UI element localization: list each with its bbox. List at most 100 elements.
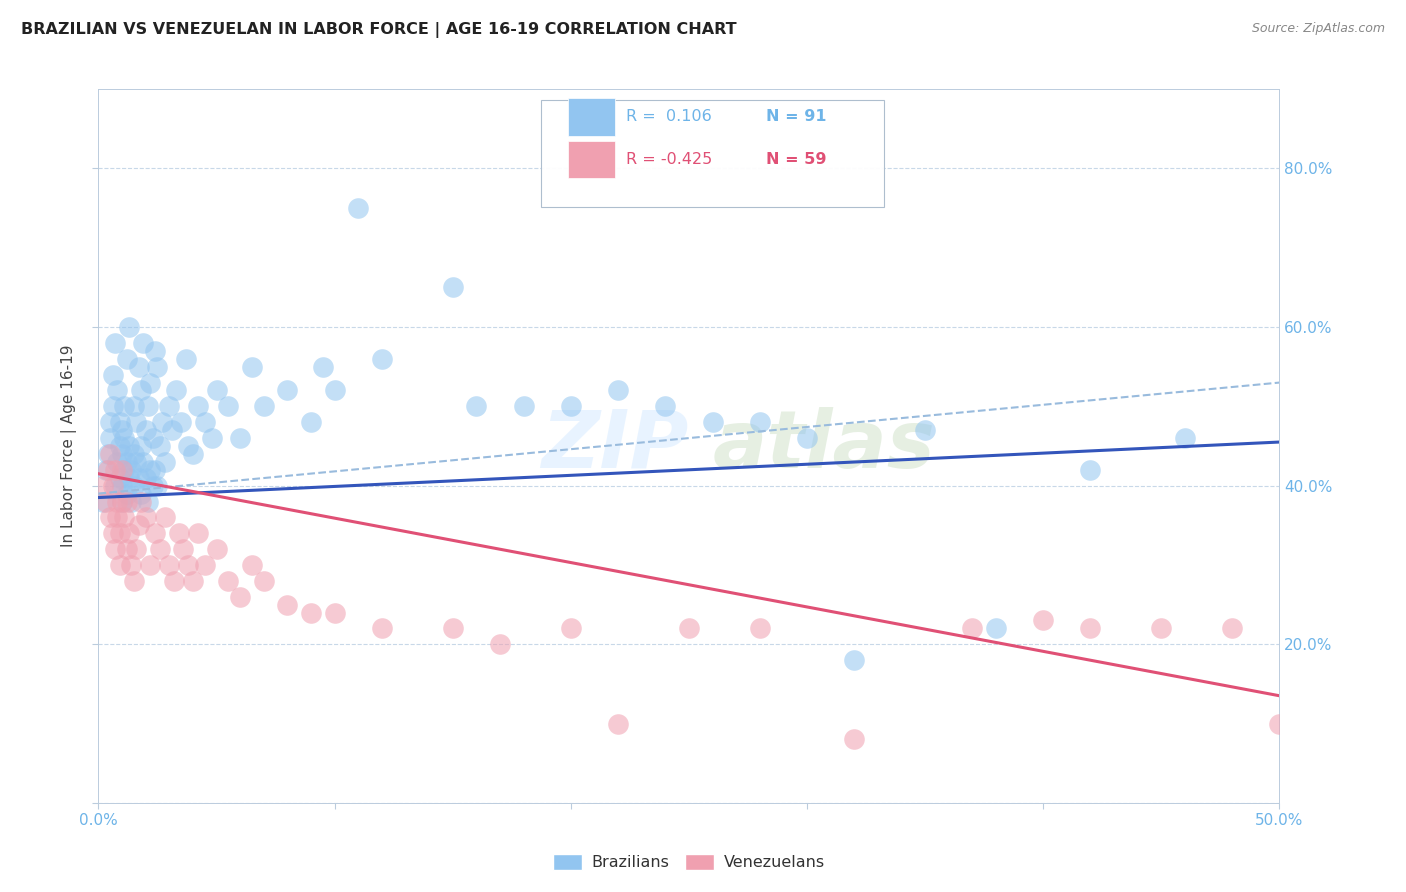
Point xyxy=(299,415,322,429)
Point xyxy=(101,526,124,541)
Point xyxy=(748,415,770,429)
Point xyxy=(844,653,866,667)
Point xyxy=(181,574,204,588)
Point xyxy=(1080,463,1102,477)
Point xyxy=(139,376,162,390)
Point xyxy=(115,494,138,508)
Point xyxy=(91,478,114,492)
Point xyxy=(112,463,135,477)
Point xyxy=(143,343,166,358)
Point xyxy=(112,510,135,524)
Point xyxy=(125,542,148,557)
Point xyxy=(125,415,148,429)
Point xyxy=(205,542,228,557)
Text: R =  0.106: R = 0.106 xyxy=(626,109,711,124)
Point xyxy=(122,400,145,414)
Point xyxy=(105,494,128,508)
Point xyxy=(128,518,150,533)
Point xyxy=(371,621,394,635)
Text: R = -0.425: R = -0.425 xyxy=(626,152,713,167)
Point xyxy=(104,478,127,492)
Point xyxy=(276,384,298,398)
Point xyxy=(512,400,534,414)
Text: N = 59: N = 59 xyxy=(766,152,827,167)
Point xyxy=(136,400,159,414)
Point xyxy=(174,351,197,366)
Text: BRAZILIAN VS VENEZUELAN IN LABOR FORCE | AGE 16-19 CORRELATION CHART: BRAZILIAN VS VENEZUELAN IN LABOR FORCE |… xyxy=(21,22,737,38)
Point xyxy=(194,558,217,572)
Point xyxy=(177,439,200,453)
Point xyxy=(129,486,152,500)
Point xyxy=(143,463,166,477)
Point xyxy=(157,400,180,414)
Point xyxy=(253,574,276,588)
Point xyxy=(229,590,252,604)
Point xyxy=(132,335,155,350)
Point xyxy=(276,598,298,612)
Point xyxy=(194,415,217,429)
Point xyxy=(323,606,346,620)
Point xyxy=(678,621,700,635)
Point xyxy=(122,574,145,588)
Point xyxy=(160,423,183,437)
Point xyxy=(149,542,172,557)
Point xyxy=(105,455,128,469)
Point xyxy=(111,447,134,461)
Point xyxy=(1150,621,1173,635)
Point xyxy=(94,463,117,477)
Point xyxy=(135,471,157,485)
Point xyxy=(560,400,582,414)
Point xyxy=(132,455,155,469)
Point xyxy=(1268,716,1291,731)
Point xyxy=(962,621,984,635)
Point xyxy=(125,455,148,469)
FancyBboxPatch shape xyxy=(568,141,614,178)
Point xyxy=(150,415,173,429)
Y-axis label: In Labor Force | Age 16-19: In Labor Force | Age 16-19 xyxy=(60,344,77,548)
Point xyxy=(98,510,121,524)
FancyBboxPatch shape xyxy=(568,98,614,136)
Point xyxy=(118,439,141,453)
Point xyxy=(139,463,162,477)
Point xyxy=(146,478,169,492)
Point xyxy=(914,423,936,437)
Point xyxy=(129,494,152,508)
Point xyxy=(170,415,193,429)
Point xyxy=(94,494,117,508)
Point xyxy=(104,463,127,477)
Point xyxy=(347,201,370,215)
Point xyxy=(104,542,127,557)
Point xyxy=(115,542,138,557)
Text: N = 91: N = 91 xyxy=(766,109,827,124)
Point xyxy=(101,478,124,492)
Point xyxy=(111,494,134,508)
Point xyxy=(108,439,131,453)
Point xyxy=(142,478,165,492)
Point xyxy=(129,384,152,398)
Point xyxy=(187,526,209,541)
Point xyxy=(165,384,187,398)
Point xyxy=(139,558,162,572)
Point xyxy=(135,423,157,437)
Point xyxy=(118,320,141,334)
Point xyxy=(157,558,180,572)
Point xyxy=(143,526,166,541)
Point xyxy=(128,471,150,485)
Point xyxy=(115,486,138,500)
Point xyxy=(441,621,464,635)
Point xyxy=(122,447,145,461)
Point xyxy=(441,280,464,294)
Point xyxy=(163,574,186,588)
Point xyxy=(796,431,818,445)
Point xyxy=(1032,614,1054,628)
Point xyxy=(153,510,176,524)
Point xyxy=(229,431,252,445)
Point xyxy=(1220,621,1243,635)
Point xyxy=(146,359,169,374)
Point xyxy=(217,574,239,588)
Point xyxy=(465,400,488,414)
Point xyxy=(240,359,263,374)
Point xyxy=(654,400,676,414)
Point xyxy=(153,455,176,469)
Text: Source: ZipAtlas.com: Source: ZipAtlas.com xyxy=(1251,22,1385,36)
